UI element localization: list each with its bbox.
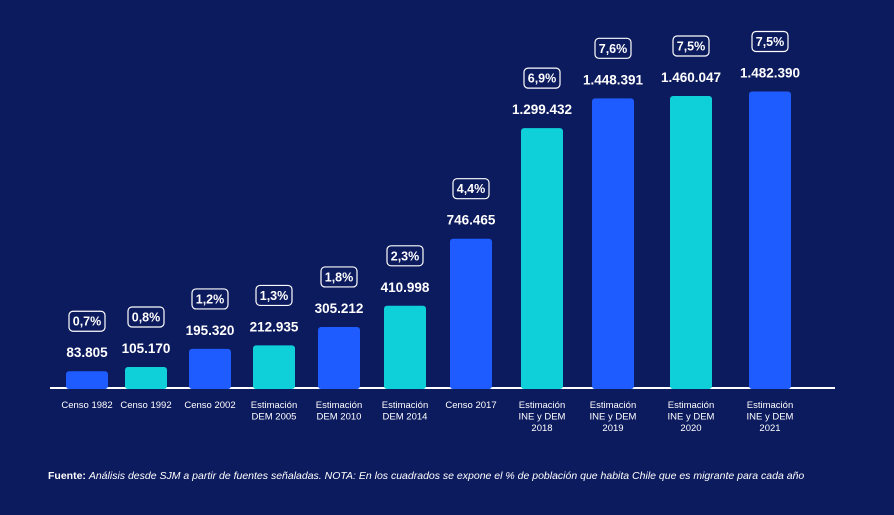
- percent-box-11: [751, 30, 789, 53]
- bar-11: [749, 91, 791, 389]
- bar-10: [670, 95, 712, 389]
- percent-box-1: [68, 310, 106, 332]
- percent-box-4: [255, 284, 293, 307]
- percent-box-9: [594, 37, 632, 59]
- percent-box-10: [672, 35, 710, 57]
- value-label-7: 746.465: [447, 213, 496, 228]
- value-label-8: 1.299.432: [512, 102, 572, 117]
- percent-label-3: 1,2%: [196, 292, 225, 306]
- percent-box-8: [523, 67, 561, 89]
- bar-5: [318, 326, 360, 389]
- bar-4: [253, 345, 295, 389]
- value-label-11: 1.482.390: [740, 66, 800, 81]
- footnote-label: Fuente:: [48, 470, 86, 482]
- category-label-1: Censo 1982: [61, 400, 112, 411]
- category-label-8: Estimación INE y DEM 2018: [519, 400, 566, 434]
- value-label-2: 105.170: [122, 341, 171, 356]
- bar-9: [592, 98, 634, 389]
- category-label-3: Censo 2002: [184, 400, 235, 411]
- value-label-5: 305.212: [315, 301, 364, 316]
- percent-label-1: 0,7%: [73, 315, 102, 329]
- percent-label-5: 1,8%: [325, 270, 354, 284]
- category-label-10: Estimación INE y DEM 2020: [668, 400, 715, 434]
- percent-label-7: 4,4%: [457, 182, 486, 196]
- percent-label-4: 1,3%: [260, 289, 289, 303]
- category-label-11: Estimación INE y DEM 2021: [747, 400, 794, 434]
- percent-box-5: [320, 266, 358, 288]
- value-label-4: 212.935: [250, 319, 299, 334]
- percent-label-2: 0,8%: [132, 310, 161, 324]
- value-label-6: 410.998: [381, 280, 430, 295]
- value-label-1: 83.805: [66, 345, 108, 360]
- value-label-9: 1.448.391: [583, 72, 644, 87]
- category-label-9: Estimación INE y DEM 2019: [590, 400, 637, 434]
- percent-label-10: 7,5%: [677, 39, 706, 53]
- category-label-2: Censo 1992: [120, 400, 171, 411]
- footnote: Fuente: Análisis desde SJM a partir de f…: [48, 470, 878, 482]
- bar-8: [521, 128, 563, 390]
- percent-box-3: [191, 288, 229, 310]
- value-label-10: 1.460.047: [661, 70, 721, 85]
- bar-1: [66, 371, 108, 389]
- percent-box-7: [452, 178, 490, 200]
- percent-label-11: 7,5%: [756, 35, 785, 49]
- category-label-6: Estimación DEM 2014: [382, 400, 428, 423]
- bar-3: [189, 348, 231, 389]
- category-label-7: Censo 2017: [445, 400, 496, 411]
- bar-7: [450, 238, 492, 389]
- bar-6: [384, 305, 426, 389]
- percent-label-9: 7,6%: [599, 42, 628, 56]
- percent-label-8: 6,9%: [528, 72, 557, 86]
- percent-box-2: [127, 306, 165, 328]
- percent-label-6: 2,3%: [391, 249, 420, 263]
- footnote-text: Análisis desde SJM a partir de fuentes s…: [88, 470, 805, 482]
- value-label-3: 195.320: [186, 323, 235, 338]
- bar-2: [125, 366, 167, 389]
- percent-box-6: [386, 245, 424, 267]
- category-label-4: Estimación DEM 2005: [251, 400, 297, 423]
- category-label-5: Estimación DEM 2010: [316, 400, 362, 423]
